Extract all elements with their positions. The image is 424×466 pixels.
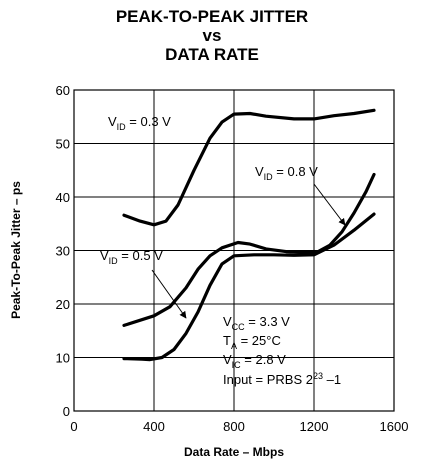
chart-title: PEAK-TO-PEAK JITTER vs DATA RATE	[0, 7, 424, 64]
y-tick-label: 20	[56, 297, 70, 312]
x-tick-label: 1200	[300, 419, 329, 434]
plot-frame	[73, 89, 395, 412]
y-tick-label: 10	[56, 351, 70, 366]
x-tick-label: 400	[143, 419, 165, 434]
x-tick-label: 1600	[380, 419, 409, 434]
chart-title-line-3: DATA RATE	[165, 45, 259, 64]
leader-arrow-vid-0-8	[313, 183, 346, 226]
test-condition: VIC = 2.8 V	[223, 352, 286, 370]
series-line-1	[122, 108, 376, 227]
annotation-vid-0-3: VID = 0.3 V	[108, 114, 171, 132]
leader-arrow-vid-0-5	[151, 269, 187, 319]
y-tick-label: 50	[56, 137, 70, 152]
tick-labels: 0 400 800 1200 1600 0 10 20 30 40 50 60	[56, 83, 409, 434]
plot-border	[73, 89, 395, 412]
test-condition: Input = PRBS 223 –1	[223, 371, 341, 387]
y-tick-label: 60	[56, 83, 70, 98]
x-axis-label: Data Rate – Mbps	[184, 445, 284, 459]
chart-title-line-2: vs	[202, 26, 222, 45]
annotation-vid-0-8: VID = 0.8 V	[255, 164, 318, 182]
test-condition: TA = 25°C	[223, 333, 281, 351]
y-tick-label: 30	[56, 244, 70, 259]
x-tick-label: 800	[223, 419, 245, 434]
annotations: VID = 0.3 V VID = 0.8 V VID = 0.5 V VCC = 3…	[100, 114, 346, 387]
y-tick-label: 0	[63, 404, 70, 419]
annotation-vid-0-5: VID = 0.5 V	[100, 248, 163, 266]
series-line-3	[122, 212, 376, 362]
test-condition: VCC = 3.3 V	[223, 314, 290, 332]
y-axis-label: Peak-To-Peak Jitter – ps	[9, 181, 23, 319]
series-line-2	[122, 172, 376, 327]
chart-title-line-1: PEAK-TO-PEAK JITTER	[115, 7, 309, 26]
y-tick-label: 40	[56, 190, 70, 205]
x-tick-label: 0	[70, 419, 77, 434]
series-lines	[122, 108, 376, 362]
